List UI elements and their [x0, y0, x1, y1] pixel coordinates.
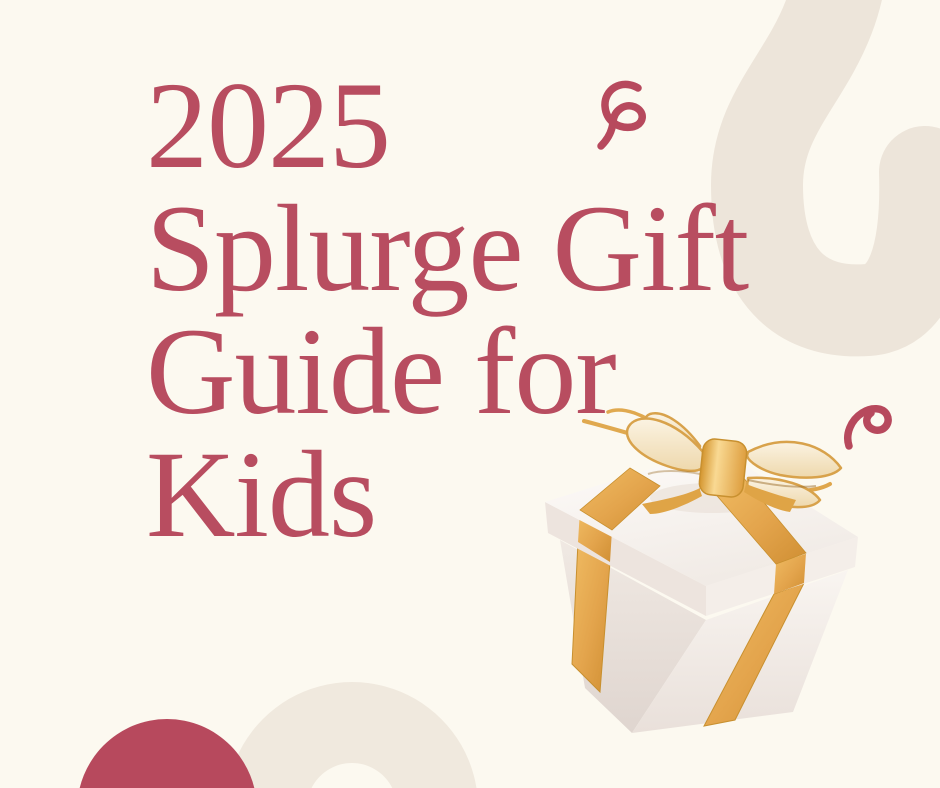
pink-circle-shape: [79, 719, 255, 788]
bow-accent-right: [747, 479, 817, 488]
bow-flare-left: [642, 488, 702, 514]
bow-flare-right: [744, 484, 796, 512]
bow-knot: [698, 438, 748, 498]
ribbon-band-left-lid: [579, 467, 661, 531]
gift-box-illustration: [545, 408, 858, 733]
gift-bow: [582, 408, 843, 514]
pink-confetti-curl-right: [844, 405, 892, 450]
bow-accent-left: [647, 470, 701, 475]
beige-squiggle-shape: [710, 0, 940, 357]
bow-loop-left-main: [625, 417, 705, 473]
bow-loop-right-main: [745, 440, 843, 479]
pink-confetti-curl-top: [597, 80, 646, 150]
page-title: 2025 Splurge Gift Guide for Kids: [146, 57, 749, 563]
gift-box-body: [545, 448, 858, 733]
ribbon-band-right-rim: [774, 553, 806, 594]
box-right-face: [632, 570, 848, 733]
title-line-2: Splurge Gift: [146, 180, 749, 317]
title-line-1: 2025: [146, 57, 391, 194]
title-line-4: Kids: [146, 426, 377, 563]
title-line-3: Guide for: [146, 303, 617, 440]
beige-ring-shape: [227, 682, 477, 788]
